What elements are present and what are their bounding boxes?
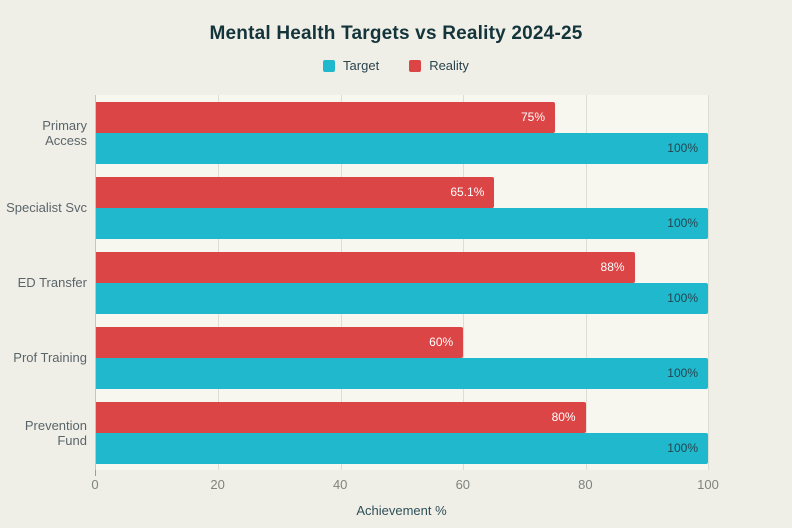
x-tick-label: 100: [697, 477, 719, 492]
bar-group: 75% 100%: [96, 95, 708, 170]
category-label: ED Transfer: [17, 275, 87, 290]
bar-value-label: 100%: [667, 441, 698, 455]
target-bar: 100%: [96, 432, 708, 464]
bar-value-label: 88%: [600, 260, 625, 274]
target-bar: 100%: [96, 357, 708, 389]
bar-group: 80% 100%: [96, 395, 708, 470]
target-bar: 100%: [96, 207, 708, 239]
bar-value-label: 80%: [551, 410, 576, 424]
category-label: Primary Access: [42, 117, 87, 148]
gridline: [708, 95, 709, 470]
legend-item[interactable]: Target: [323, 58, 379, 73]
x-tick-label: 20: [210, 477, 225, 492]
x-axis-ticks: 0 20 40 60 80 100: [91, 477, 718, 493]
bar-value-label: 65.1%: [450, 185, 485, 199]
legend-item-label: Reality: [429, 58, 469, 73]
bar-value-label: 75%: [520, 110, 545, 124]
category-label: Prof Training: [13, 350, 87, 365]
reality-bar: 75%: [96, 101, 555, 133]
x-tick-label: 0: [91, 477, 99, 492]
bar-group: 60% 100%: [96, 320, 708, 395]
bar-value-label: 100%: [667, 366, 698, 380]
category-label: Prevention Fund: [24, 417, 87, 448]
bar-group: 65.1% 100%: [96, 170, 708, 245]
bar-value-label: 100%: [667, 141, 698, 155]
plot-area: 75% 100% 65.1% 100% 88% 100% 60% 100% 80% 100%: [95, 95, 709, 470]
x-tick-label: 80: [578, 477, 593, 492]
legend: Target Reality: [0, 58, 792, 73]
x-axis-title: Achievement %: [356, 503, 447, 518]
legend-swatch-icon: [323, 59, 336, 72]
legend-item[interactable]: Reality: [409, 58, 469, 73]
legend-item-label: Target: [343, 58, 380, 73]
reality-bar: 80%: [96, 401, 586, 433]
bar-group: 88% 100%: [96, 245, 708, 320]
legend-swatch-icon: [409, 59, 422, 72]
bar-value-label: 100%: [667, 291, 698, 305]
bar-value-label: 100%: [667, 216, 698, 230]
bar-groups-layer: 75% 100% 65.1% 100% 88% 100% 60% 100% 80% 100%: [96, 95, 708, 470]
chart-title: Mental Health Targets vs Reality 2024-25: [209, 23, 583, 44]
category-label: Specialist Svc: [6, 200, 87, 215]
x-tick-label: 40: [332, 477, 348, 492]
reality-bar: 88%: [96, 251, 635, 283]
category-axis: Primary Access Specialist Svc ED Transfer P…: [0, 95, 87, 470]
reality-bar: 60%: [96, 326, 464, 358]
reality-bar: 65.1%: [96, 176, 495, 208]
x-tick-label: 60: [455, 477, 471, 492]
zero-tick-mark: [95, 470, 96, 476]
target-bar: 100%: [96, 282, 708, 314]
target-bar: 100%: [96, 132, 708, 164]
bar-value-label: 60%: [429, 335, 454, 349]
